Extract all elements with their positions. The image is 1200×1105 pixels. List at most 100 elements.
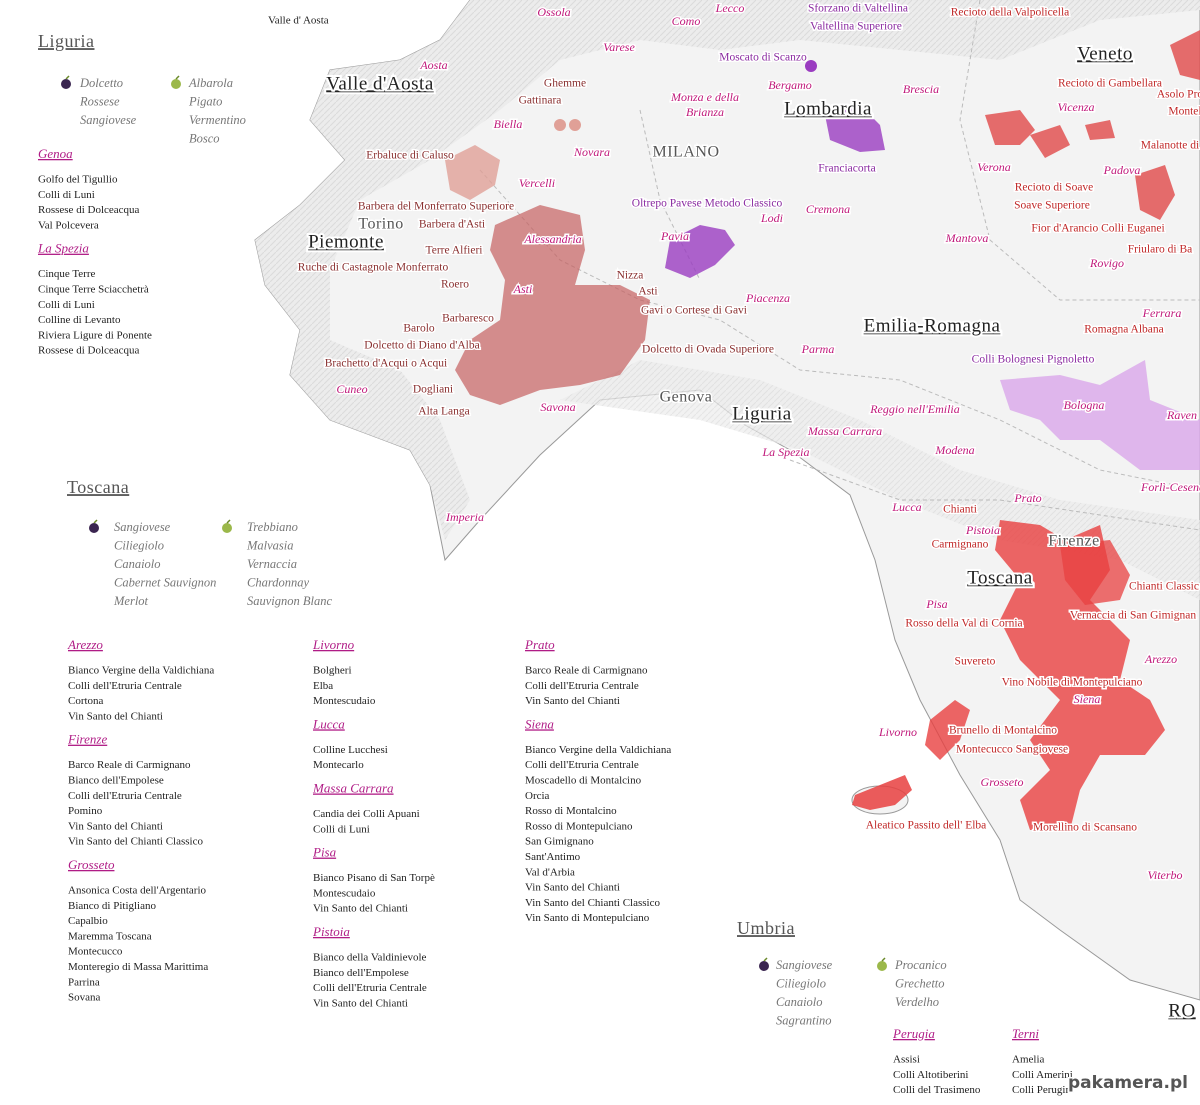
wine-label: Barbera d'Asti (419, 219, 485, 231)
wine-label: Vernaccia di San Gimignan (1070, 610, 1196, 622)
city-label: Modena (934, 443, 974, 457)
legend-title: Umbria (737, 918, 795, 938)
soave-area (1030, 125, 1070, 158)
doc-wine: Sant'Antimo (525, 851, 581, 863)
top-fragment: Valle d' Aosta (268, 15, 329, 27)
doc-wine: Colli di Luni (38, 299, 95, 311)
valpolicella-area (985, 110, 1035, 145)
wine-label: Friularo di Ba (1128, 244, 1193, 256)
doc-wine: Cinque Terre (38, 268, 95, 280)
wine-label: Moscato di Scanzo (719, 52, 807, 64)
city-label: Biella (494, 117, 523, 131)
doc-wine: Vin Santo del Chianti (68, 820, 163, 832)
red-grape-icon (759, 961, 769, 971)
city-label: Forlì-Cesena (1140, 480, 1200, 494)
white-grape: Sauvignon Blanc (247, 594, 333, 608)
white-grape: Pigato (188, 94, 222, 108)
doc-wine: Colli Perugini (1012, 1084, 1074, 1096)
doc-wine: Bolgheri (313, 665, 352, 677)
white-grape: Vermentino (189, 113, 246, 127)
wine-label: Asolo Pro (1157, 89, 1200, 101)
doc-wine: Elba (313, 680, 333, 692)
city-label: Monza e della (670, 90, 739, 104)
grape-stem (226, 519, 231, 524)
doc-wine: Colli dell'Etruria Centrale (313, 982, 427, 994)
doc-wine: Monteregio di Massa Marittima (68, 961, 208, 973)
wine-label: Recioto di Soave (1015, 182, 1094, 194)
wine-label: Recioto di Gambellara (1058, 78, 1162, 90)
city-label: Imperia (445, 510, 484, 524)
wine-label: Alta Langa (418, 406, 469, 418)
major-city-label: Torino (358, 216, 403, 233)
doc-wine: Amelia (1012, 1054, 1044, 1066)
red-grape: Cabernet Sauvignon (114, 575, 216, 589)
doc-wine: Val d'Arbia (525, 866, 575, 878)
wine-label: Barbaresco (442, 313, 494, 325)
doc-wine: Vin Santo del Chianti (525, 695, 620, 707)
white-grape: Malvasia (246, 538, 294, 552)
city-label: La Spezia (761, 445, 809, 459)
doc-wine: Vin Santo del Chianti (525, 882, 620, 894)
doc-wine: Colline Lucchesi (313, 744, 388, 756)
doc-wine: Ansonica Costa dell'Argentario (68, 885, 207, 897)
city-label: Raven (1166, 408, 1197, 422)
red-grape: Ciliegiolo (114, 538, 164, 552)
province-name: Firenze (67, 732, 107, 747)
white-grape: Grechetto (895, 976, 945, 990)
euganei-area (1135, 165, 1175, 220)
doc-wine: Bianco della Valdinievole (313, 952, 427, 964)
red-grape-icon (61, 79, 71, 89)
wine-label: Colli Bolognesi Pignoletto (972, 354, 1095, 366)
province-name: La Spezia (37, 241, 89, 256)
toscana-area (995, 520, 1165, 830)
doc-wine: Colline di Levanto (38, 314, 121, 326)
doc-wine: Orcia (525, 790, 550, 802)
wine-label: Chianti Classic (1129, 581, 1199, 593)
province-name: Massa Carrara (312, 780, 394, 795)
wine-label: Montecucco Sangiovese (956, 744, 1068, 756)
wine-label: Valtellina Superiore (810, 21, 902, 33)
doc-wine: Montecucco (68, 946, 123, 958)
doc-wine: Candia dei Colli Apuani (313, 808, 420, 820)
legend-title: Liguria (38, 31, 94, 51)
doc-wine: Vin Santo del Chianti Classico (525, 897, 660, 909)
red-grape: Merlot (113, 594, 149, 608)
doc-wine: Parrina (68, 976, 100, 988)
city-label: Siena (1074, 692, 1101, 706)
wine-label: Carmignano (932, 539, 989, 551)
doc-wine: Montescudaio (313, 887, 376, 899)
city-label: Livorno (878, 725, 917, 739)
grape-stem (65, 75, 70, 80)
region-label: Liguria (732, 403, 791, 424)
chianti-area (1060, 540, 1130, 605)
doc-wine: Rosso di Montepulciano (525, 820, 633, 832)
city-label: Rovigo (1089, 256, 1124, 270)
doc-wine: Colli dell'Etruria Centrale (525, 759, 639, 771)
region-label: Valle d'Aosta (326, 73, 434, 94)
doc-wine: Golfo del Tigullio (38, 174, 118, 186)
region-label: Emilia-Romagna (864, 315, 1001, 336)
city-label: Viterbo (1147, 868, 1182, 882)
grape-stem (93, 519, 98, 524)
red-grape-icon (89, 523, 99, 533)
doc-wine: Rosso di Montalcino (525, 805, 617, 817)
wine-label: Aleatico Passito dell' Elba (866, 820, 987, 832)
major-city-label: MILANO (653, 144, 720, 161)
doc-wine: Bianco dell'Empolese (68, 775, 164, 787)
white-grape: Vernaccia (247, 557, 297, 571)
doc-wine: Colli Amerini (1012, 1069, 1073, 1081)
doc-wine: Val Polcevera (38, 219, 99, 231)
gambellara-area (1085, 120, 1115, 140)
doc-wine: Sovana (68, 992, 101, 1004)
province-name: Lucca (312, 716, 345, 731)
red-grape: Sangiovese (80, 113, 137, 127)
doc-wine: Bianco Pisano di San Torpè (313, 872, 435, 884)
wine-label: Brachetto d'Acqui o Acqui (325, 358, 447, 370)
bolgheri-area (925, 700, 970, 760)
city-label: Pistoia (965, 523, 1000, 537)
doc-wine: Colli di Luni (38, 189, 95, 201)
grape-stem (175, 75, 180, 80)
wine-label: Soave Superiore (1014, 200, 1090, 212)
wine-label: Montel (1168, 106, 1200, 118)
